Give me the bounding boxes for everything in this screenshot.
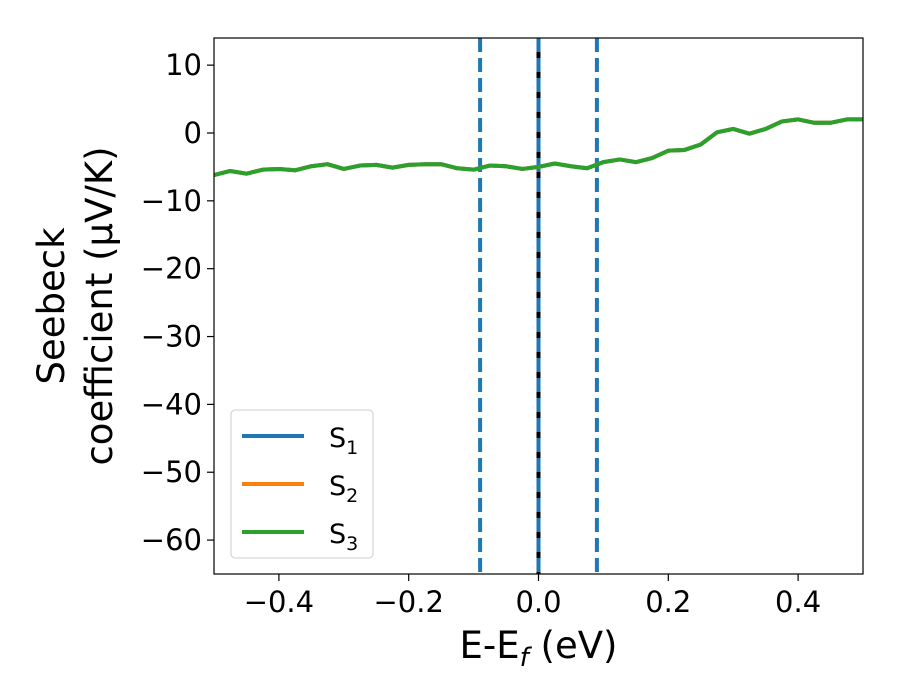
legend: S1 S2 S3	[230, 409, 374, 559]
x-tick-label: 0.4	[775, 585, 821, 619]
y-axis-title-line1: Seebeck	[30, 227, 73, 385]
y-tick-label: −10	[141, 184, 202, 218]
x-tick-label: −0.4	[244, 585, 314, 619]
y-axis-title-line2: coefficient (μV/K)	[78, 146, 121, 465]
y-axis-title: Seebeck coefficient (μV/K)	[30, 146, 121, 465]
series-lines	[214, 117, 863, 178]
legend-label-1: S1	[329, 423, 358, 459]
y-axis-ticks: 10 0 −10 −20 −30 −40 −50 −60	[141, 48, 214, 557]
y-tick-label: 0	[184, 116, 202, 150]
y-tick-label: −50	[141, 455, 202, 489]
x-axis-ticks: −0.4 −0.2 0.0 0.2 0.4	[244, 574, 821, 619]
x-axis-title: E-Ef (eV)	[460, 624, 618, 673]
series-line-3	[214, 117, 863, 178]
y-tick-label: −20	[141, 252, 202, 286]
vertical-reference-lines	[478, 38, 599, 574]
x-tick-label: 0.0	[515, 585, 561, 619]
y-tick-label: −60	[141, 523, 202, 557]
legend-label-2: S2	[329, 471, 358, 507]
y-tick-label: 10	[165, 48, 202, 82]
y-tick-label: −30	[141, 320, 202, 354]
x-tick-label: 0.2	[645, 585, 691, 619]
legend-label-3: S3	[329, 519, 358, 555]
x-tick-label: −0.2	[373, 585, 443, 619]
y-tick-label: −40	[141, 387, 202, 421]
